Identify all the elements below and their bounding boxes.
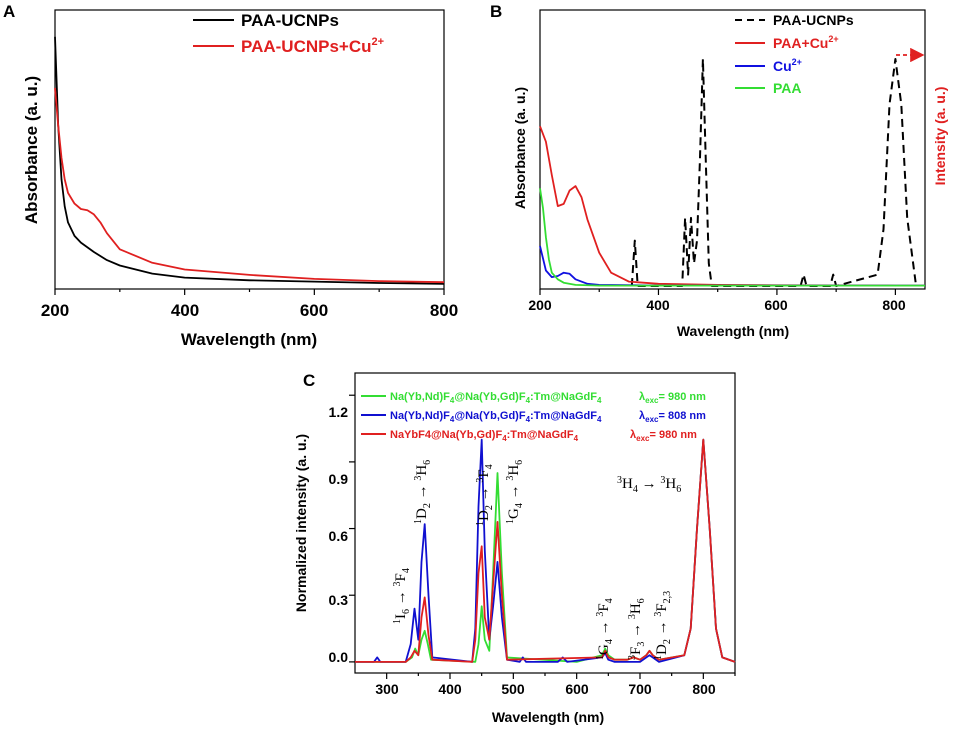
legend-label-paa-ucnps: PAA-UCNPs (773, 12, 854, 28)
panel-c-xtick-label: 600 (565, 681, 589, 697)
panel-c-ytick-label: 0.3 (329, 592, 349, 608)
panel-c-letter: C (303, 371, 315, 390)
panel-a-legend: PAA-UCNPs PAA-UCNPs+Cu2+ (193, 11, 384, 56)
panel-c-ytick-label: 0.0 (329, 649, 349, 665)
panel-b-ticks (539, 289, 896, 295)
legend-label-green: Na(Yb,Nd)F4@Na(Yb,Gd)F4:Tm@NaGdF4 (390, 391, 602, 405)
panel-c-xtick-label: 700 (628, 681, 652, 697)
legend-label-red: NaYbF4@Na(Yb,Gd)F4:Tm@NaGdF4 (390, 429, 579, 443)
panel-b-frame (539, 9, 926, 290)
panel-b-series (539, 58, 925, 287)
panel-a-xtick-label: 800 (430, 301, 458, 320)
panel-a-series (54, 36, 445, 285)
legend-label-paa-ucnps: PAA-UCNPs (241, 11, 339, 30)
panel-a-y-axis-title: Absorbance (a. u.) (22, 76, 41, 224)
legend-excitation-blue: λexc= 808 nm (639, 410, 706, 424)
annotation-1d2-3h6-first: 1D2 → 3H6 (413, 460, 433, 524)
annotation-1i6-3f4: 1I6 → 3F4 (392, 568, 412, 624)
legend-label-blue: Na(Yb,Nd)F4@Na(Yb,Gd)F4:Tm@NaGdF4 (390, 410, 602, 424)
legend-label-paa-cu: PAA+Cu2+ (773, 34, 839, 51)
panel-b-xtick-label: 800 (882, 297, 906, 313)
panel-c-x-axis-title: Wavelength (nm) (492, 709, 604, 725)
legend-label-cu: Cu2+ (773, 57, 802, 74)
series-line-a-1 (54, 87, 445, 284)
panel-a-x-axis-title: Wavelength (nm) (181, 330, 317, 349)
annotation-1d2-3f4: 1D2 → 3F4 (475, 464, 495, 526)
panel-c-annotations: 1I6 → 3F4 1D2 → 3H6 1D2 → 3F4 1G4 → 3H6 … (392, 460, 681, 660)
panel-c-legend: Na(Yb,Nd)F4@Na(Yb,Gd)F4:Tm@NaGdF4 λexc= … (361, 391, 706, 443)
panel-a-letter: A (3, 2, 15, 21)
legend-label-paa-ucnps-cu: PAA-UCNPs+Cu2+ (241, 36, 384, 56)
panel-c-ytick-label: 0.6 (329, 528, 349, 544)
legend-excitation-red: λexc= 980 nm (630, 429, 697, 443)
panel-a-xtick-label: 400 (171, 301, 199, 320)
legend-excitation-green: λexc= 980 nm (639, 391, 706, 405)
panel-c-ticks (349, 394, 736, 679)
panel-c-xtick-label: 300 (375, 681, 399, 697)
series-line-b-2 (539, 245, 925, 287)
panel-c-xtick-label: 500 (501, 681, 525, 697)
panel-c-ytick-label: 0.9 (329, 471, 349, 487)
panel-b-right-axis-title: Intensity (a. u.) (932, 87, 948, 186)
series-line-b-3 (539, 188, 925, 287)
panel-b-x-axis-title: Wavelength (nm) (677, 323, 789, 339)
series-line-b-1 (539, 125, 925, 287)
panel-a-xtick-label: 200 (41, 301, 69, 320)
panel-a-ticks (54, 289, 445, 295)
panel-c-series (355, 438, 736, 663)
series-line-a-0 (54, 36, 445, 285)
panel-b-y-axis-title: Absorbance (a. u.) (512, 87, 528, 209)
panel-b-legend: PAA-UCNPs PAA+Cu2+ Cu2+ PAA (735, 12, 854, 96)
panel-b-xtick-label: 400 (646, 297, 670, 313)
series-line-c-2 (355, 438, 736, 663)
annotation-1g4-3h6: 1G4 → 3H6 (505, 460, 525, 524)
annotation-1d2-3f23: 1D2 → 3F2,3 (653, 591, 673, 660)
panel-c-y-axis-title: Normalized intensity (a. u.) (293, 434, 309, 612)
panel-c: C 300 400 500 600 700 800 0.0 0.3 0.6 0.… (293, 371, 736, 725)
annotation-1g4-3f4: 1G4 → 3F4 (595, 598, 615, 660)
annotation-3f3-3h6: 3F3 → 3H6 (627, 598, 647, 660)
annotation-3h4-3h6: 3H4 → 3H6 (617, 475, 681, 495)
panel-b-letter: B (490, 2, 502, 21)
panel-a: A 200 400 600 800 Wavelength (nm) Absorb… (3, 2, 458, 349)
panel-b-xtick-label: 600 (764, 297, 788, 313)
panel-a-xtick-label: 600 (300, 301, 328, 320)
panel-b: B 200 400 600 800 Wavelength (nm) Absorb… (490, 2, 948, 339)
series-line-c-1 (355, 438, 736, 663)
legend-label-paa: PAA (773, 80, 802, 96)
panel-c-xtick-label: 400 (438, 681, 462, 697)
panel-b-xtick-label: 200 (528, 297, 552, 313)
panel-c-ytick-label: 1.2 (329, 404, 349, 420)
panel-c-xtick-label: 800 (692, 681, 716, 697)
